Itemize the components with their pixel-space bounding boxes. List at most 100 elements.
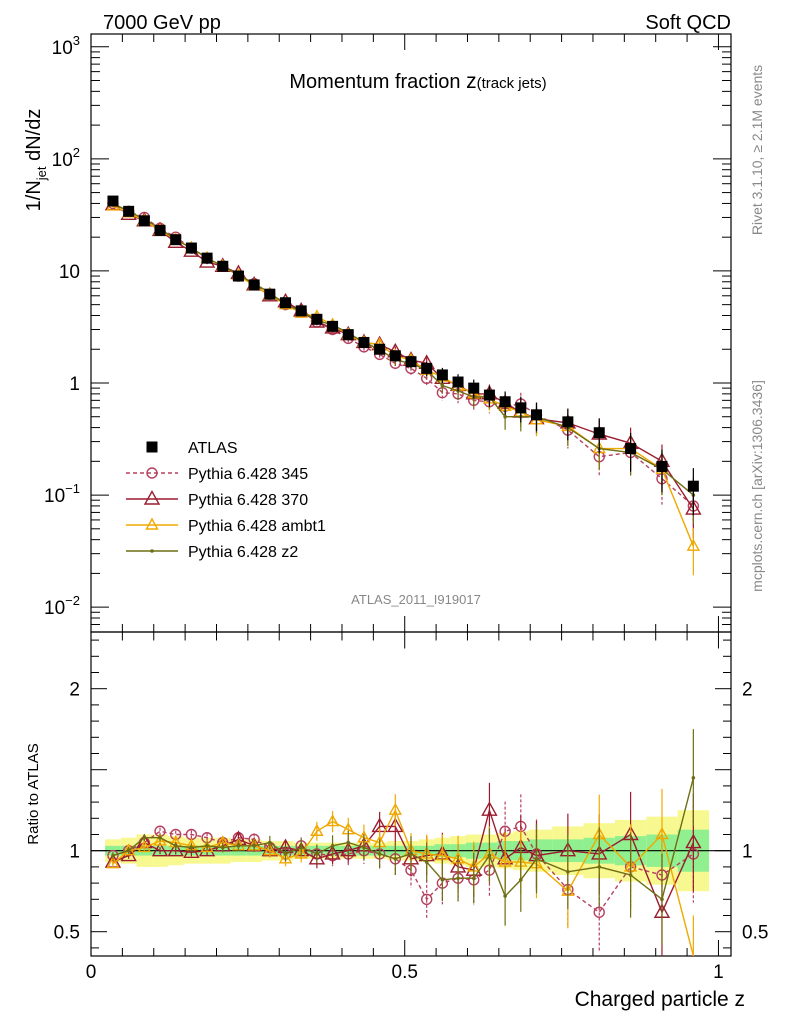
ratio-point bbox=[283, 852, 288, 856]
ratio-point bbox=[310, 823, 324, 836]
ratio-point bbox=[498, 854, 512, 867]
data-point bbox=[232, 270, 244, 282]
ratio-point bbox=[660, 897, 664, 902]
ratio-y-tick-label: 0.5 bbox=[54, 923, 80, 944]
ratio-point bbox=[198, 841, 216, 857]
y-tick-label: 10 bbox=[59, 262, 80, 283]
legend-item: Pythia 6.428 370 bbox=[126, 490, 308, 509]
y-axis-label: 1/Njet dN/dz bbox=[23, 109, 49, 212]
data-point bbox=[107, 195, 119, 207]
legend-label: Pythia 6.428 ambt1 bbox=[188, 518, 326, 535]
data-point bbox=[421, 362, 433, 374]
ratio-point bbox=[409, 852, 413, 856]
legend-label: Pythia 6.428 370 bbox=[188, 492, 308, 509]
ratio-point bbox=[340, 841, 357, 857]
ratio-point bbox=[324, 845, 341, 860]
ratio-point bbox=[519, 878, 523, 882]
data-point bbox=[389, 350, 401, 362]
x-axis-label: Charged particle z bbox=[575, 988, 745, 1011]
legend-marker bbox=[143, 490, 161, 505]
ratio-point bbox=[294, 846, 308, 859]
legend-item: Pythia 6.428 z2 bbox=[126, 544, 298, 561]
y-tick-label: 1 bbox=[69, 374, 80, 395]
data-point bbox=[440, 383, 445, 388]
mcplots-label: mcplots.cern.ch [arXiv:1306.3436] bbox=[749, 380, 765, 592]
ratio-point bbox=[362, 845, 366, 850]
data-point bbox=[201, 252, 213, 264]
series-atlas bbox=[107, 195, 699, 516]
ratio-point bbox=[220, 845, 225, 850]
y-tick-label: 10−2 bbox=[44, 593, 80, 619]
ratio-point bbox=[111, 853, 115, 858]
data-point bbox=[405, 356, 417, 368]
ratio-point bbox=[252, 844, 256, 848]
ratio-y-tick-label: 1 bbox=[69, 842, 80, 863]
ratio-point bbox=[440, 878, 445, 882]
ratio-point bbox=[424, 860, 429, 864]
ratio-y-tick-label-right: 2 bbox=[742, 680, 753, 701]
ratio-y-axis-label: Ratio to ATLAS bbox=[25, 743, 42, 844]
data-point bbox=[468, 382, 480, 394]
rivet-label: Rivet 3.1.10, ≥ 2.1M events bbox=[749, 65, 765, 235]
ratio-point bbox=[268, 840, 272, 845]
data-point bbox=[295, 305, 307, 317]
ratio-point bbox=[534, 857, 539, 861]
ratio-point bbox=[330, 844, 335, 848]
y-tick-label: 103 bbox=[52, 33, 80, 59]
ratio-point bbox=[503, 894, 507, 898]
y-tick-label: 10−1 bbox=[44, 481, 80, 507]
data-point bbox=[311, 313, 323, 325]
ratio-point bbox=[137, 840, 152, 853]
ratio-point bbox=[420, 893, 433, 905]
chart-title: Momentum fraction z(track jets) bbox=[289, 70, 546, 93]
y-tick-label: 102 bbox=[52, 145, 80, 171]
ratio-plot-frame bbox=[90, 631, 732, 957]
data-point bbox=[530, 409, 542, 421]
ratio-point bbox=[158, 835, 162, 840]
ratio-point bbox=[325, 814, 340, 827]
ratio-point bbox=[205, 844, 209, 848]
ratio-point bbox=[456, 876, 460, 881]
data-point bbox=[123, 205, 135, 217]
ratio-point bbox=[142, 835, 147, 840]
analysis-label: ATLAS_2011_I919017 bbox=[351, 592, 481, 607]
data-point bbox=[327, 320, 339, 332]
main-series-group bbox=[104, 195, 702, 576]
ratio-point bbox=[106, 856, 120, 869]
legend-marker bbox=[150, 549, 154, 553]
data-point bbox=[515, 402, 527, 414]
legend-marker bbox=[146, 467, 158, 479]
data-point bbox=[483, 389, 495, 401]
ratio-point bbox=[167, 841, 184, 857]
ratio-point bbox=[121, 843, 136, 856]
ratio-point bbox=[388, 802, 402, 815]
ratio-point bbox=[691, 776, 696, 780]
data-point bbox=[154, 224, 166, 236]
ratio-point bbox=[628, 873, 633, 877]
ratio-point bbox=[481, 801, 498, 816]
x-tick-label: 0.5 bbox=[392, 962, 418, 983]
data-point bbox=[562, 416, 574, 428]
ratio-point bbox=[393, 857, 398, 861]
ratio-point bbox=[126, 848, 131, 853]
ratio-point bbox=[377, 852, 382, 856]
ratio-point bbox=[685, 833, 702, 849]
ratio-point bbox=[655, 827, 669, 840]
ratio-point bbox=[566, 869, 570, 874]
data-point bbox=[264, 288, 276, 300]
ratio-point bbox=[183, 843, 200, 859]
data-point bbox=[170, 234, 182, 246]
data-point bbox=[687, 480, 699, 492]
series-line-pythia-6-428-345 bbox=[112, 202, 694, 507]
x-tick-label: 1 bbox=[713, 962, 724, 983]
header-right: Soft QCD bbox=[645, 12, 731, 34]
ratio-point bbox=[346, 840, 351, 845]
data-point bbox=[248, 279, 260, 291]
legend-marker bbox=[146, 441, 158, 453]
legend-item: ATLAS bbox=[146, 440, 238, 457]
ratio-point bbox=[487, 853, 492, 858]
ratio-point bbox=[153, 833, 167, 846]
data-point bbox=[358, 336, 370, 348]
data-point bbox=[503, 414, 507, 419]
